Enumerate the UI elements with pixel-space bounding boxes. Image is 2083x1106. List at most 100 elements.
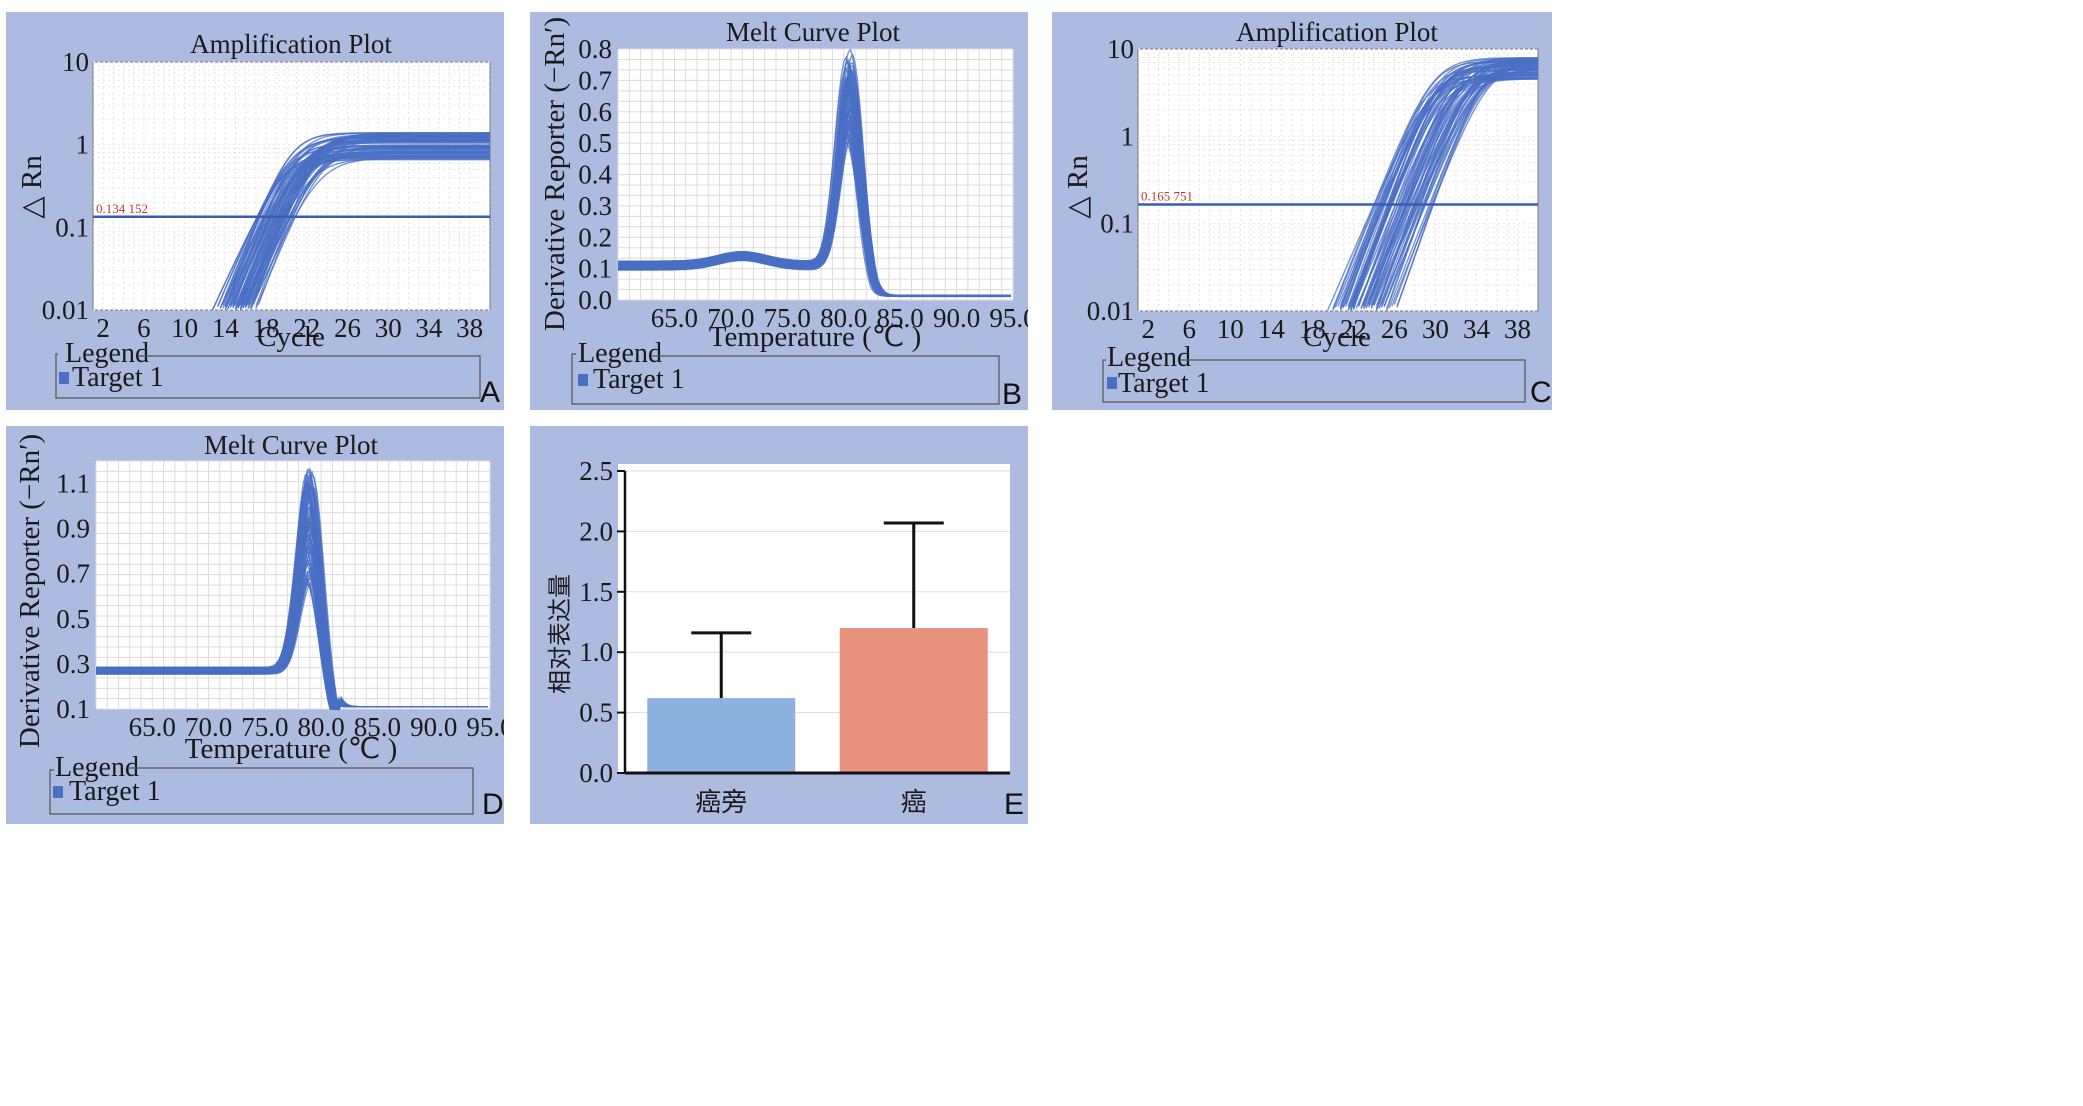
y-tick-label: 0.5 — [56, 604, 90, 634]
melt-curve-plot-b: Melt Curve Plot 65.0 70.0 75.0 80.0 85.0 90.0… — [539, 17, 1028, 410]
y-axis-label: △ Rn — [1062, 155, 1094, 219]
panel-label: C — [1530, 376, 1552, 409]
melt-curve — [96, 471, 488, 710]
y-tick-label: 0.3 — [578, 191, 612, 221]
x-axis-label: Cycle — [1303, 321, 1371, 353]
y-tick-label: 0.7 — [578, 65, 612, 95]
y-axis-label: 相对表达量 — [546, 574, 574, 694]
amplification-curve — [1350, 58, 1538, 307]
legend-swatch — [59, 372, 69, 384]
amplification-curve — [1370, 68, 1538, 309]
x-tick-label: 38 — [1504, 314, 1531, 344]
x-tick-label: 18 — [1299, 314, 1326, 344]
amplification-curve — [1368, 61, 1538, 306]
x-tick-label: 65.0 — [129, 712, 176, 742]
x-tick-label: 80.0 — [820, 303, 867, 333]
panel-b: Melt Curve Plot 65.0 70.0 75.0 80.0 85.0 90.0… — [530, 12, 1028, 410]
legend-title: Legend — [65, 338, 149, 369]
x-tick-label: 90.0 — [933, 303, 980, 333]
y-tick-label: 1.5 — [579, 577, 613, 607]
y-axis-label: △ Rn — [16, 155, 48, 219]
x-tick-label: 22 — [1340, 314, 1367, 344]
legend-box — [55, 353, 481, 399]
x-tick-label: 10 — [171, 313, 198, 343]
y-tick-label: 0.1 — [55, 212, 89, 242]
legend-swatch — [1107, 377, 1117, 389]
panel-e: 0.0 0.5 1.0 1.5 2.0 2.5 癌旁 癌 相对表达量 E — [530, 426, 1028, 824]
y-tick-label: 10 — [1107, 34, 1134, 64]
chart-title: Amplification Plot — [190, 29, 392, 59]
y-tick-label: 0.5 — [579, 698, 613, 728]
x-tick-label: 6 — [1183, 314, 1197, 344]
x-tick-label: 14 — [1258, 314, 1286, 344]
relative-expression-bar-chart: 0.0 0.5 1.0 1.5 2.0 2.5 癌旁 癌 相对表达量 E — [546, 456, 1024, 821]
x-tick-label: 95.0 — [989, 303, 1028, 333]
y-tick-label: 0.1 — [56, 694, 90, 724]
panel-label: E — [1004, 788, 1024, 821]
y-tick-label: 0.01 — [42, 295, 89, 325]
x-tick-label: 30 — [375, 313, 402, 343]
bar — [839, 628, 988, 773]
amplification-curve — [239, 154, 490, 309]
y-tick-label: 0.0 — [578, 285, 612, 315]
legend-title: Legend — [578, 338, 662, 369]
x-tick-label: 65.0 — [651, 303, 698, 333]
y-tick-label: 0.1 — [578, 254, 612, 284]
x-tick-label: 6 — [137, 313, 151, 343]
x-tick-label: 34 — [1463, 314, 1491, 344]
panel-label: D — [482, 788, 504, 821]
legend-entry: Target 1 — [593, 364, 685, 395]
amplification-curve — [232, 137, 490, 307]
legend-title: Legend — [1107, 342, 1191, 373]
legend-swatch — [53, 786, 63, 798]
y-tick-label: 1.1 — [56, 469, 90, 499]
x-tick-label: 14 — [212, 313, 240, 343]
legend-entry: Target 1 — [1118, 368, 1210, 399]
amplification-curve — [250, 157, 490, 310]
x-tick-label: 70.0 — [185, 712, 232, 742]
x-axis-label: Cycle — [257, 321, 325, 353]
x-tick-label: 10 — [1217, 314, 1244, 344]
y-tick-label: 0.9 — [56, 514, 90, 544]
y-tick-label: 0.4 — [578, 160, 612, 190]
bar — [647, 698, 796, 773]
x-tick-label: 18 — [253, 313, 280, 343]
y-tick-label: 2.0 — [579, 516, 613, 546]
legend-entry: Target 1 — [69, 776, 161, 807]
y-tick-label: 0.3 — [56, 649, 90, 679]
x-tick-label: 26 — [334, 313, 361, 343]
y-tick-label: 0.6 — [578, 97, 612, 127]
legend-box — [571, 353, 1000, 405]
x-tick-label: 85.0 — [877, 303, 924, 333]
y-tick-label: 0.8 — [578, 34, 612, 64]
y-tick-label: 0.01 — [1087, 296, 1134, 326]
amplification-curve — [1350, 65, 1538, 309]
panel-label: B — [1002, 378, 1022, 410]
legend-swatch — [578, 374, 588, 386]
y-axis-label: Derivative Reporter (−Rn′) — [539, 17, 571, 331]
x-tick-label: 70.0 — [707, 303, 754, 333]
x-tick-label: 2 — [1142, 314, 1156, 344]
legend-box — [1102, 359, 1526, 403]
amplification-curve — [237, 132, 490, 309]
x-tick-label: 75.0 — [764, 303, 811, 333]
x-tick-label: 95.0 — [466, 712, 504, 742]
panel-label: A — [480, 376, 500, 409]
x-tick-label: 80.0 — [298, 712, 345, 742]
panel-c: Amplification Plot 0.165 751 2 6 10 14 18 22 26… — [1052, 12, 1552, 410]
x-tick-label: 2 — [96, 313, 110, 343]
threshold-value: 0.134 152 — [96, 201, 148, 216]
threshold-value: 0.165 751 — [1141, 189, 1193, 204]
x-axis-label: Temperature (℃ ) — [185, 733, 398, 765]
y-tick-label: 10 — [62, 47, 89, 77]
y-tick-label: 1 — [1121, 121, 1135, 151]
amplification-curve — [224, 151, 490, 306]
melt-curve-plot-d: Melt Curve Plot 65.0 70.0 75.0 80.0 85.0 90.0… — [14, 430, 504, 821]
y-tick-label: 1 — [76, 130, 90, 160]
legend-box — [49, 767, 474, 815]
x-tick-label: 癌旁 — [695, 788, 747, 818]
y-tick-label: 1.0 — [579, 637, 613, 667]
y-tick-label: 0.0 — [579, 758, 613, 788]
